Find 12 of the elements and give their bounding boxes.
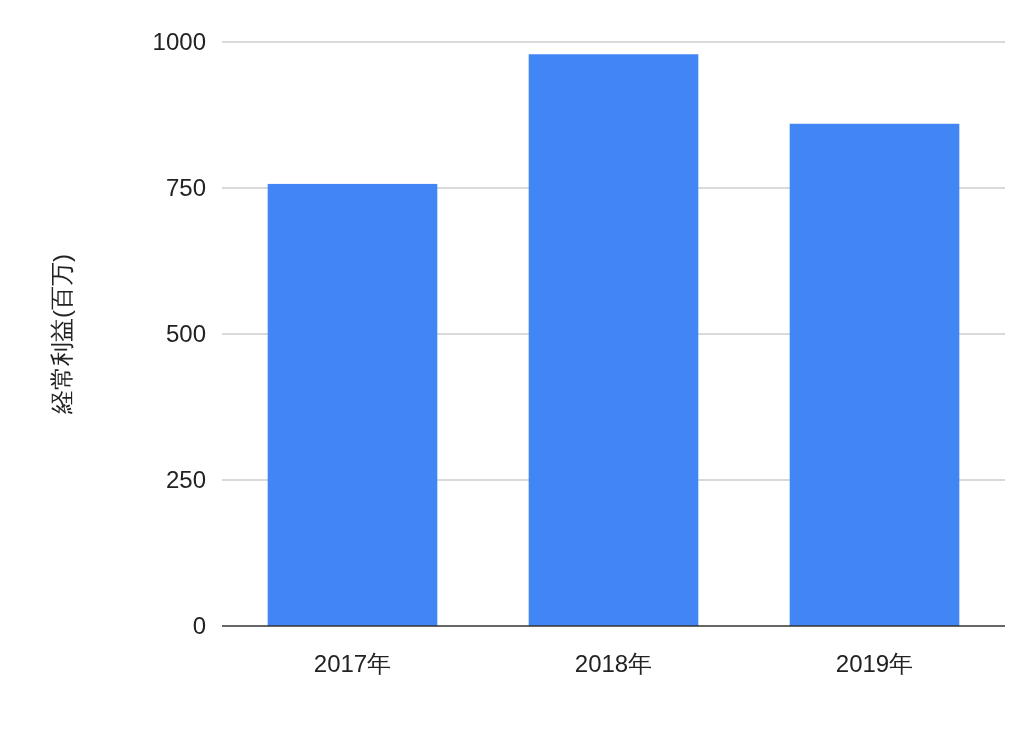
x-tick-label: 2018年 xyxy=(574,650,653,677)
y-tick-label: 0 xyxy=(192,612,206,640)
y-axis-title: 経常利益(百万) xyxy=(48,254,75,415)
bar xyxy=(789,123,960,626)
y-tick-label: 250 xyxy=(165,466,206,494)
bar xyxy=(528,54,699,626)
bar xyxy=(267,183,438,626)
y-tick-label: 500 xyxy=(165,320,206,348)
x-tick-label: 2019年 xyxy=(835,650,914,677)
x-tick-label: 2017年 xyxy=(313,650,392,677)
y-tick-label: 750 xyxy=(165,174,206,202)
y-tick-label: 1000 xyxy=(152,28,206,56)
